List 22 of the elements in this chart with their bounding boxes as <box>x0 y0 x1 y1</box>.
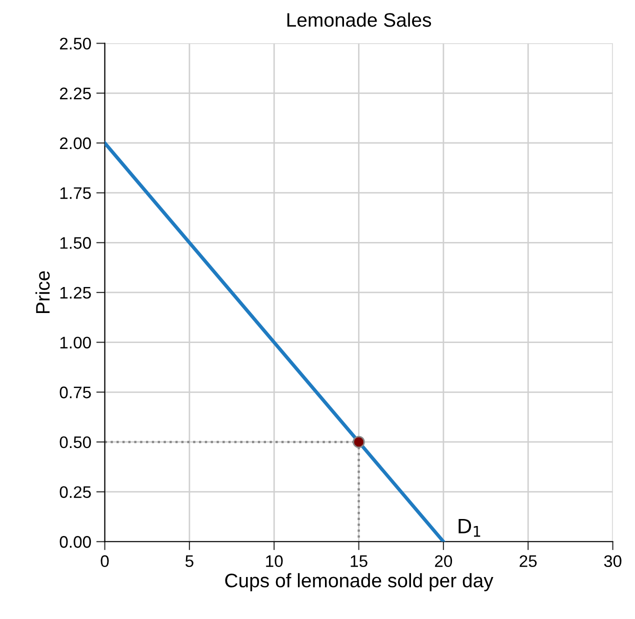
y-tick-label: 1.00 <box>60 336 91 349</box>
y-tick-label: 1.25 <box>60 286 91 299</box>
x-tick-label: 15 <box>350 555 368 568</box>
x-tick-label: 5 <box>185 555 194 568</box>
x-tick-label: 30 <box>604 555 622 568</box>
y-tick-label: 2.25 <box>60 88 91 100</box>
chart-title: Lemonade Sales <box>287 12 432 27</box>
x-tick-label: 25 <box>520 555 537 568</box>
y-tick-label: 0.25 <box>60 486 91 498</box>
y-axis-title: Price <box>35 271 50 314</box>
y-tick-label: 0.00 <box>60 536 91 548</box>
y-tick-label: 1.75 <box>60 187 91 200</box>
y-tick-label: 2.50 <box>60 38 91 50</box>
x-tick-label: 0 <box>100 555 109 568</box>
y-tick-label: 0.75 <box>60 386 91 398</box>
x-tick-label: 20 <box>435 555 452 568</box>
x-axis-title: Cups of lemonade sold per day <box>225 573 494 592</box>
y-tick-label: 1.50 <box>60 237 91 249</box>
x-tick-label: 10 <box>266 555 283 568</box>
series-label: D$_{1}$ <box>458 518 480 537</box>
y-tick-label: 2.00 <box>60 137 91 150</box>
y-tick-label: 0.50 <box>60 436 91 448</box>
